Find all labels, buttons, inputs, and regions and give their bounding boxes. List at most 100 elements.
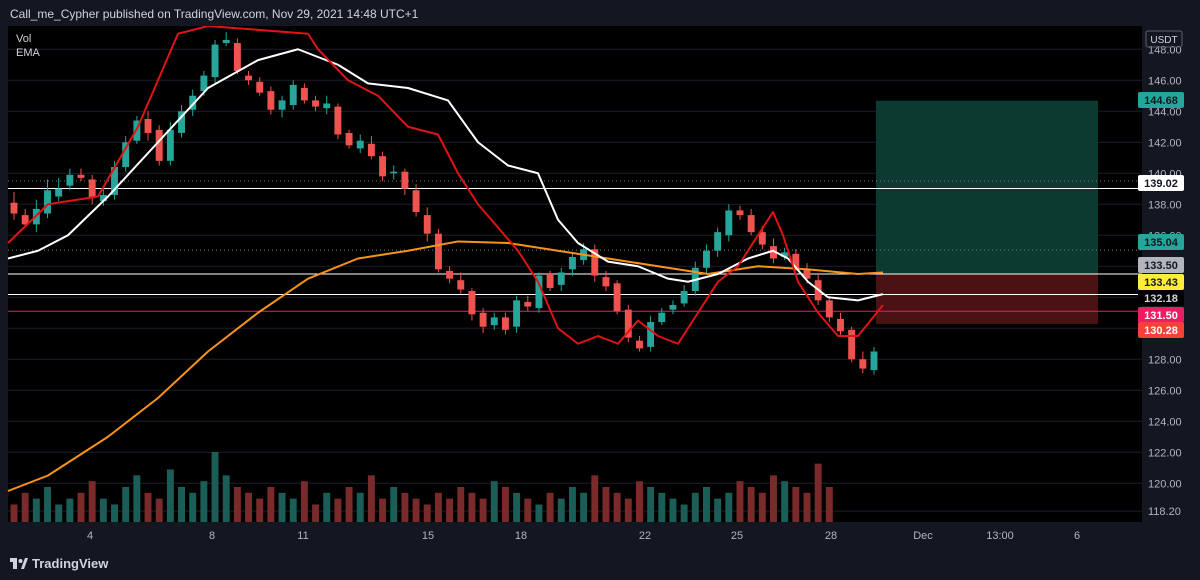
price-badge: [1138, 307, 1184, 323]
volume-bar: [111, 504, 118, 522]
volume-bar: [580, 492, 588, 522]
y-tick-label: 126.00: [1148, 385, 1182, 397]
price-badge-label: 133.43: [1144, 277, 1178, 289]
x-axis-ticks: 4 8 11 15 18 22 25 28 Dec 13:00 6: [87, 530, 1080, 542]
candle-body: [848, 329, 856, 360]
volume-bar: [133, 475, 141, 522]
volume-bar: [803, 492, 811, 522]
x-tick-label: 11: [297, 530, 308, 542]
volume-bar: [434, 492, 442, 522]
price-badge: [1138, 290, 1184, 306]
volume-bar: [88, 481, 96, 522]
candle-body: [233, 43, 241, 71]
volume-bar: [122, 487, 130, 522]
ema-lines: [7, 26, 884, 492]
ema-fast-line: [7, 26, 884, 345]
candle-body: [401, 171, 409, 189]
candle-body: [166, 129, 174, 161]
y-tick-label: 122.00: [1148, 447, 1182, 459]
ema-mid-line: [7, 48, 884, 302]
candle-body: [602, 277, 610, 287]
y-tick-label: 124.00: [1148, 416, 1182, 428]
candle-body: [725, 210, 733, 236]
volume-bar: [792, 487, 800, 522]
y-tick-label: 128.00: [1148, 354, 1182, 366]
volume-bar: [289, 498, 297, 522]
volume-bar: [312, 504, 320, 522]
x-tick-label: 6: [1074, 530, 1080, 542]
candle-body: [289, 84, 297, 106]
volume-bar: [725, 492, 733, 522]
candle-body: [189, 95, 197, 110]
volume-bar: [457, 487, 465, 522]
candle-body: [111, 167, 118, 195]
price-badge: [1138, 175, 1184, 191]
candle-body: [457, 280, 465, 290]
x-tick-label: 4: [87, 530, 93, 542]
candle-body: [501, 317, 509, 330]
x-tick-label: 15: [422, 530, 434, 542]
volume-bar: [524, 498, 532, 522]
volume-bar: [155, 498, 163, 522]
candle-body: [323, 103, 331, 109]
candle-body: [88, 179, 96, 199]
price-badge-label: 139.02: [1144, 178, 1178, 190]
volume-bar: [200, 481, 208, 522]
footer-brand: TradingView: [32, 556, 109, 571]
y-tick-label: 120.00: [1148, 478, 1182, 490]
volume-bar: [44, 487, 51, 522]
volume-bar: [345, 487, 353, 522]
candle-body: [10, 202, 18, 214]
volume-bar: [356, 492, 364, 522]
candle-body: [178, 111, 185, 133]
candle-body: [535, 275, 543, 309]
volume-bar: [367, 475, 375, 522]
candle-body: [356, 140, 364, 149]
candle-body: [837, 318, 844, 332]
candle-body: [546, 274, 554, 288]
volume-bar: [568, 487, 576, 522]
price-badge-label: 133.50: [1144, 260, 1178, 272]
volume-bar: [736, 481, 744, 522]
price-badge-label: 131.50: [1144, 310, 1178, 322]
candle-body: [412, 190, 420, 212]
time-axis[interactable]: [0, 522, 1200, 548]
target-zone: [876, 100, 1098, 275]
volume-bar: [770, 475, 777, 522]
candle-body: [200, 75, 208, 92]
currency-label[interactable]: USDT: [1150, 35, 1177, 46]
candle-body: [825, 300, 833, 318]
candle-body: [479, 312, 487, 327]
volume-bar: [747, 487, 755, 522]
candle-body: [334, 106, 342, 135]
volume-bar: [379, 498, 387, 522]
volume-bar: [691, 492, 699, 522]
volume-bar: [535, 504, 543, 522]
stop-zone: [876, 274, 1098, 324]
candle-body: [792, 253, 800, 268]
horizontal-levels: [8, 180, 1142, 312]
candle-body: [77, 174, 85, 178]
price-badge: [1138, 322, 1184, 338]
volume-bar: [423, 504, 431, 522]
volume-bar: [647, 487, 655, 522]
volume-bar: [245, 492, 253, 522]
currency-box[interactable]: [1145, 30, 1183, 48]
candle-body: [658, 312, 666, 323]
position-zones: [876, 100, 1098, 324]
x-tick-label: Dec: [913, 530, 933, 542]
candle-body: [211, 44, 219, 78]
candle-body: [21, 215, 29, 225]
candle-body: [568, 256, 576, 270]
volume-bar: [222, 475, 230, 522]
candle-body: [647, 322, 655, 347]
price-badge: [1138, 257, 1184, 273]
price-chart[interactable]: 118.20 120.00 122.00 124.00 126.00 128.00 130.…: [0, 26, 1200, 548]
volume-bar: [714, 498, 722, 522]
volume-bar: [55, 504, 63, 522]
volume-bar: [680, 504, 688, 522]
candle-body: [446, 270, 454, 279]
volume-bar: [166, 469, 174, 522]
y-tick-label: 146.00: [1148, 75, 1182, 87]
candle-body: [859, 359, 867, 369]
